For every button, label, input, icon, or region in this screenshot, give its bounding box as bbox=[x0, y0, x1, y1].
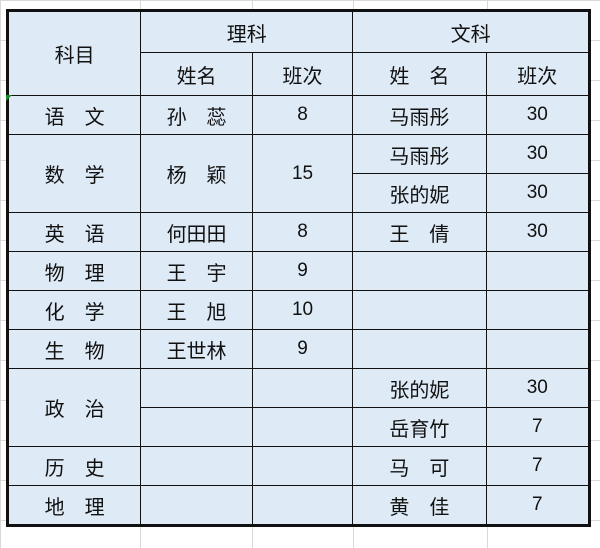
arts-rank-cell[interactable]: 30 bbox=[485, 95, 591, 135]
schedule-table: 科目 理科 文科 姓名 班次 姓 名 班次 语 文 孙 蕊 8 马雨彤 30 数… bbox=[6, 9, 591, 527]
table-row: 英 语 何田田 8 王 倩 30 bbox=[6, 212, 591, 252]
subject-cell[interactable]: 物 理 bbox=[6, 251, 142, 291]
science-rank-cell[interactable] bbox=[251, 446, 354, 486]
arts-name-cell[interactable]: 马雨彤 bbox=[352, 134, 487, 174]
header-science-name[interactable]: 姓名 bbox=[140, 52, 253, 96]
subject-cell[interactable]: 化 学 bbox=[6, 290, 142, 330]
table-row: 张的妮 30 bbox=[8, 173, 591, 213]
arts-rank-cell[interactable]: 30 bbox=[485, 134, 591, 174]
arts-rank-cell[interactable]: 30 bbox=[485, 173, 591, 213]
table-row: 政 治 张的妮 30 bbox=[6, 368, 591, 447]
science-rank-cell[interactable]: 9 bbox=[251, 329, 354, 369]
arts-rank-cell[interactable]: 7 bbox=[485, 485, 591, 526]
science-name-cell[interactable] bbox=[140, 368, 253, 408]
arts-name-cell[interactable]: 张的妮 bbox=[352, 173, 487, 213]
science-rank-cell[interactable] bbox=[251, 368, 354, 408]
subject-cell[interactable]: 英 语 bbox=[6, 212, 142, 252]
science-name-cell[interactable]: 何田田 bbox=[140, 212, 253, 252]
table-row: 地 理 黄 佳 7 bbox=[6, 485, 591, 526]
science-name-cell[interactable]: 杨 颖 bbox=[140, 134, 253, 213]
table-row: 物 理 王 宇 9 bbox=[6, 251, 591, 291]
header-row: 科目 理科 文科 bbox=[6, 10, 590, 96]
science-name-cell[interactable]: 王 宇 bbox=[140, 251, 253, 291]
science-name-cell[interactable] bbox=[140, 446, 253, 486]
science-rank-cell[interactable]: 10 bbox=[251, 290, 354, 330]
arts-name-cell[interactable] bbox=[352, 290, 487, 330]
cell-comment-marker bbox=[6, 95, 12, 101]
header-subject[interactable]: 科目 bbox=[6, 10, 142, 96]
table-row: 岳育竹 7 bbox=[8, 407, 591, 447]
arts-name-cell[interactable]: 马雨彤 bbox=[352, 95, 487, 135]
header-arts-rank[interactable]: 班次 bbox=[485, 52, 591, 96]
arts-rank-cell[interactable] bbox=[485, 290, 591, 330]
table-row: 历 史 马 可 7 bbox=[6, 446, 591, 486]
table-row: 化 学 王 旭 10 bbox=[6, 290, 591, 330]
arts-name-cell[interactable]: 张的妮 bbox=[352, 368, 487, 408]
subheader-row: 姓名 班次 姓 名 班次 bbox=[8, 52, 591, 96]
subject-cell[interactable]: 生 物 bbox=[6, 329, 142, 369]
table-row: 数 学 杨 颖 15 马雨彤 30 bbox=[6, 134, 591, 213]
science-rank-cell[interactable]: 8 bbox=[251, 95, 354, 135]
subject-cell[interactable]: 历 史 bbox=[6, 446, 142, 486]
arts-rank-cell[interactable]: 7 bbox=[485, 407, 591, 447]
header-arts-name[interactable]: 姓 名 bbox=[352, 52, 487, 96]
science-rank-cell[interactable] bbox=[251, 485, 354, 526]
arts-name-cell[interactable] bbox=[352, 329, 487, 369]
science-name-cell[interactable] bbox=[140, 407, 253, 447]
header-science[interactable]: 理科 bbox=[140, 10, 354, 53]
science-rank-cell[interactable] bbox=[251, 407, 354, 447]
arts-name-cell[interactable] bbox=[352, 251, 487, 291]
science-name-cell[interactable]: 王 旭 bbox=[140, 290, 253, 330]
arts-name-cell[interactable]: 岳育竹 bbox=[352, 407, 487, 447]
subject-cell[interactable]: 地 理 bbox=[6, 485, 142, 526]
arts-rank-cell[interactable]: 30 bbox=[485, 212, 591, 252]
arts-name-cell[interactable]: 王 倩 bbox=[352, 212, 487, 252]
science-name-cell[interactable]: 孙 蕊 bbox=[140, 95, 253, 135]
subject-cell[interactable]: 政 治 bbox=[6, 368, 142, 447]
header-science-rank[interactable]: 班次 bbox=[251, 52, 354, 96]
arts-name-cell[interactable]: 黄 佳 bbox=[352, 485, 487, 526]
science-name-cell[interactable]: 王世林 bbox=[140, 329, 253, 369]
subject-cell[interactable]: 数 学 bbox=[6, 134, 142, 213]
arts-rank-cell[interactable] bbox=[485, 329, 591, 369]
science-rank-cell[interactable]: 15 bbox=[251, 134, 354, 213]
arts-name-cell[interactable]: 马 可 bbox=[352, 446, 487, 486]
science-rank-cell[interactable]: 8 bbox=[251, 212, 354, 252]
arts-rank-cell[interactable]: 30 bbox=[485, 368, 591, 408]
header-arts[interactable]: 文科 bbox=[352, 10, 590, 53]
subject-cell[interactable]: 语 文 bbox=[6, 95, 142, 135]
table-row: 生 物 王世林 9 bbox=[6, 329, 591, 369]
arts-rank-cell[interactable] bbox=[485, 251, 591, 291]
science-name-cell[interactable] bbox=[140, 485, 253, 526]
arts-rank-cell[interactable]: 7 bbox=[485, 446, 591, 486]
table-row: 语 文 孙 蕊 8 马雨彤 30 bbox=[6, 95, 591, 135]
science-rank-cell[interactable]: 9 bbox=[251, 251, 354, 291]
